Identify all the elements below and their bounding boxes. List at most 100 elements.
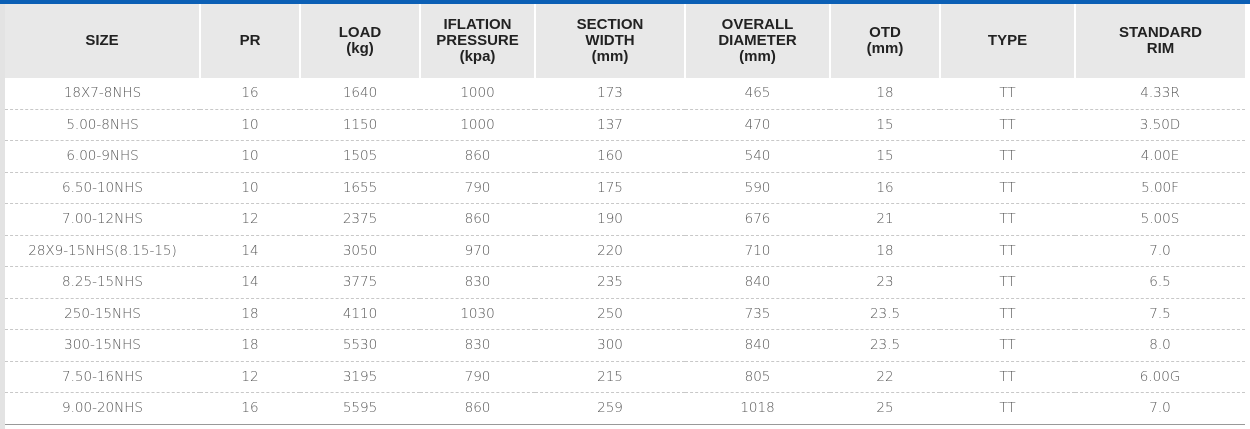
table-cell: 18 — [830, 235, 940, 267]
table-cell: TT — [940, 109, 1075, 141]
table-cell: 15 — [830, 140, 940, 173]
header-line: LOAD — [338, 24, 382, 41]
table-cell: 15 — [830, 109, 940, 141]
table-cell: 6.00-9NHS — [5, 140, 200, 173]
table-cell: 8.25-15NHS — [5, 266, 200, 299]
table-cell: 10 — [200, 109, 300, 141]
table-cell: 22 — [830, 361, 940, 393]
table-cell: 12 — [200, 203, 300, 236]
header-line: WIDTH — [585, 32, 635, 49]
table-cell: 830 — [420, 266, 535, 299]
header-line: (kg) — [346, 40, 374, 57]
header-line: OTD — [869, 24, 901, 41]
header-cell: PR — [199, 4, 300, 78]
header-line: STANDARD — [1118, 24, 1203, 41]
table-cell: 790 — [420, 172, 535, 204]
table-cell: 12 — [200, 361, 300, 393]
table-cell: TT — [940, 266, 1075, 299]
header-line: PR — [239, 32, 261, 49]
table-cell: 220 — [535, 235, 685, 267]
header-cell: SECTION WIDTH (mm) — [534, 4, 685, 78]
table-cell: 300-15NHS — [5, 329, 200, 362]
table-row: 7.00-12NHS 12 2375 860 190 676 21 TT 5.00S — [5, 203, 1245, 236]
table-cell: TT — [940, 392, 1075, 425]
spec-table: SIZE PR LOAD (kg) IFLATION PRESSURE (kpa) SECTI… — [5, 4, 1245, 425]
table-cell: 10 — [200, 140, 300, 173]
table-row: 28X9-15NHS(8.15-15) 14 3050 970 220 710 18 TT 7.… — [5, 235, 1245, 267]
table-row: 5.00-8NHS 10 1150 1000 137 470 15 TT 3.50D — [5, 109, 1245, 141]
header-line: SECTION — [576, 16, 644, 33]
header-line: SIZE — [85, 32, 119, 49]
table-row: 8.25-15NHS 14 3775 830 235 840 23 TT 6.5 — [5, 266, 1245, 299]
table-cell: 7.50-16NHS — [5, 361, 200, 393]
header-line: TYPE — [987, 32, 1028, 49]
header-cell: LOAD (kg) — [299, 4, 420, 78]
table-cell: 23.5 — [830, 298, 940, 330]
header-line: (mm) — [739, 48, 776, 65]
table-cell: 250-15NHS — [5, 298, 200, 330]
table-cell: 5595 — [300, 392, 420, 425]
table-cell: 5.00F — [1075, 172, 1245, 204]
table-cell: 16 — [830, 172, 940, 204]
top-bar — [0, 0, 1250, 4]
table-cell: 28X9-15NHS(8.15-15) — [5, 235, 200, 267]
table-cell: 7.0 — [1075, 235, 1245, 267]
table-cell: 1150 — [300, 109, 420, 141]
table-row: 9.00-20NHS 16 5595 860 259 1018 25 TT 7.0 — [5, 392, 1245, 425]
table-cell: 250 — [535, 298, 685, 330]
header-line: OVERALL — [721, 16, 794, 33]
table-cell: 235 — [535, 266, 685, 299]
table-cell: 1030 — [420, 298, 535, 330]
table-cell: 3195 — [300, 361, 420, 393]
table-cell: 18X7-8NHS — [5, 78, 200, 110]
table-cell: 7.00-12NHS — [5, 203, 200, 236]
header-line: (kpa) — [459, 48, 496, 65]
header-line: (mm) — [591, 48, 629, 65]
table-cell: 590 — [685, 172, 830, 204]
header-cell: STANDARD RIM — [1074, 4, 1245, 78]
table-cell: 790 — [420, 361, 535, 393]
header-row: SIZE PR LOAD (kg) IFLATION PRESSURE (kpa) SECTI… — [5, 4, 1245, 78]
table-cell: TT — [940, 203, 1075, 236]
header-cell: OTD (mm) — [829, 4, 940, 78]
table-cell: TT — [940, 78, 1075, 110]
table-cell: 805 — [685, 361, 830, 393]
table-cell: 175 — [535, 172, 685, 204]
table-cell: 23.5 — [830, 329, 940, 362]
table-cell: 14 — [200, 235, 300, 267]
table-cell: 10 — [200, 172, 300, 204]
table-cell: TT — [940, 361, 1075, 393]
header-cell: OVERALL DIAMETER (mm) — [684, 4, 830, 78]
table-body: 18X7-8NHS 16 1640 1000 173 465 18 TT 4.33R 5.00-8… — [5, 78, 1245, 425]
header-line: PRESSURE — [436, 32, 519, 49]
table-cell: 4.33R — [1075, 78, 1245, 110]
table-cell: 160 — [535, 140, 685, 173]
table-cell: 676 — [685, 203, 830, 236]
table-cell: 21 — [830, 203, 940, 236]
header-line: (mm) — [866, 40, 904, 57]
table-cell: 25 — [830, 392, 940, 425]
table-cell: 137 — [535, 109, 685, 141]
table-cell: 7.0 — [1075, 392, 1245, 425]
table-cell: 860 — [420, 392, 535, 425]
table-cell: 3050 — [300, 235, 420, 267]
table-cell: 8.0 — [1075, 329, 1245, 362]
table-cell: 540 — [685, 140, 830, 173]
table-cell: 16 — [200, 392, 300, 425]
header-line: DIAMETER — [718, 32, 797, 49]
table-cell: 1655 — [300, 172, 420, 204]
table-cell: 9.00-20NHS — [5, 392, 200, 425]
table-cell: 23 — [830, 266, 940, 299]
table-cell: 3.50D — [1075, 109, 1245, 141]
table-cell: TT — [940, 235, 1075, 267]
table-cell: 860 — [420, 140, 535, 173]
table-cell: TT — [940, 298, 1075, 330]
table-cell: 970 — [420, 235, 535, 267]
header-line: RIM — [1146, 40, 1175, 57]
table-row: 18X7-8NHS 16 1640 1000 173 465 18 TT 4.33R — [5, 78, 1245, 110]
table-cell: 1000 — [420, 78, 535, 110]
table-cell: 840 — [685, 329, 830, 362]
table-cell: 18 — [200, 298, 300, 330]
table-cell: 4.00E — [1075, 140, 1245, 173]
table-cell: 1505 — [300, 140, 420, 173]
